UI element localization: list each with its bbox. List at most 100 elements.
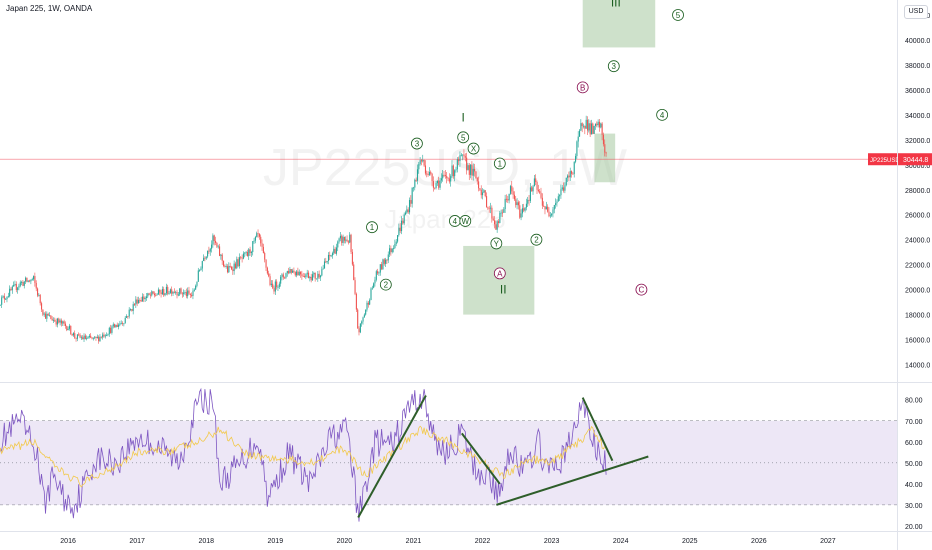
- candle-body: [67, 328, 69, 331]
- candle-body: [18, 285, 20, 288]
- candle-body: [254, 236, 256, 241]
- candle-body: [325, 261, 327, 263]
- candle-body: [209, 248, 211, 252]
- candle-body: [13, 284, 15, 287]
- candle-body: [108, 327, 110, 335]
- candle-body: [103, 334, 105, 337]
- time-axis-tick: 2027: [820, 538, 836, 545]
- candle-body: [601, 123, 603, 135]
- candle-body: [436, 180, 438, 184]
- candle-body: [25, 277, 27, 282]
- candle-body: [313, 272, 315, 275]
- candle-body: [216, 242, 218, 247]
- rsi-trend-line[interactable]: [461, 432, 501, 485]
- candle-body: [91, 337, 93, 339]
- candle-body: [308, 272, 310, 279]
- candle-body: [378, 272, 380, 274]
- rsi-axis-tick: 30.00: [905, 503, 923, 510]
- candle-body: [95, 336, 97, 339]
- candle-body: [106, 335, 108, 336]
- candle-body: [179, 288, 181, 295]
- target-zone-box: [594, 133, 616, 183]
- candle-body: [347, 241, 349, 243]
- candle-body: [55, 321, 57, 325]
- candle-body: [79, 334, 81, 338]
- candle-body: [395, 241, 397, 245]
- candle-body: [168, 292, 170, 294]
- candle-body: [44, 313, 47, 319]
- candle-body: [559, 195, 561, 197]
- rsi-line: [0, 387, 607, 522]
- candle-body: [584, 125, 586, 129]
- candle-body: [246, 252, 249, 256]
- candle-body: [188, 290, 190, 294]
- candle-body: [87, 336, 89, 339]
- wave-label: Y: [494, 239, 500, 248]
- candle-body: [304, 276, 306, 278]
- candle-body: [70, 325, 72, 334]
- candle-body: [602, 134, 605, 145]
- wave-label-circle: [411, 137, 423, 150]
- candle-body: [427, 174, 429, 175]
- candle-body: [440, 178, 442, 181]
- candle-body: [513, 194, 516, 200]
- rsi-trend-line[interactable]: [357, 395, 427, 518]
- candle-body: [0, 304, 1, 306]
- candle-body: [590, 123, 593, 135]
- candle-body: [290, 269, 292, 273]
- rsi-trend-line[interactable]: [496, 455, 649, 506]
- candle-body: [141, 296, 144, 302]
- candle-body: [403, 214, 405, 224]
- candle-body: [592, 123, 594, 134]
- candle-body: [482, 192, 484, 196]
- candle-body: [544, 206, 546, 210]
- candle-body: [276, 281, 278, 288]
- price-axis-tick: 36000.0: [905, 88, 930, 95]
- candle-body: [460, 154, 462, 156]
- rsi-trend-line[interactable]: [581, 397, 614, 462]
- candle-body: [120, 322, 122, 324]
- candle-body: [491, 207, 493, 219]
- candle-body: [466, 157, 468, 171]
- candle-body: [487, 207, 489, 209]
- candle-body: [430, 171, 432, 174]
- candle-body: [223, 260, 225, 266]
- candle-body: [294, 272, 296, 276]
- candle-body: [410, 200, 412, 204]
- candle-body: [160, 292, 162, 295]
- price-axis-tick: 20000.0: [905, 288, 930, 295]
- candle-body: [361, 321, 363, 324]
- wave-label-circle: [490, 237, 503, 250]
- time-axis-tick: 2017: [129, 538, 145, 545]
- candle-body: [56, 318, 59, 325]
- candle-body: [386, 259, 388, 261]
- candle-body: [62, 321, 64, 324]
- candle-body: [107, 334, 109, 336]
- candle-body: [3, 296, 5, 300]
- wave-label-circle: [607, 60, 620, 73]
- candle-body: [523, 208, 525, 211]
- candle-body: [256, 233, 258, 237]
- wave-label: 4: [660, 111, 665, 120]
- candle-body: [76, 334, 78, 339]
- candle-body: [82, 337, 84, 340]
- candle-body: [545, 206, 547, 210]
- candle-body: [39, 295, 41, 304]
- wave-label: A: [497, 269, 503, 278]
- candle-body: [48, 315, 51, 317]
- candle-body: [269, 276, 271, 285]
- candle-body: [565, 177, 567, 186]
- candle-body: [366, 302, 368, 310]
- wave-label: C: [639, 286, 645, 295]
- candle-body: [63, 321, 65, 324]
- candle-body: [2, 296, 4, 298]
- candle-body: [426, 173, 428, 175]
- candle-body: [252, 241, 254, 253]
- candle-body: [253, 240, 255, 242]
- candle-body: [501, 212, 504, 214]
- wave-label: 3: [612, 62, 617, 71]
- candle-body: [183, 292, 185, 295]
- currency-badge[interactable]: USD: [904, 5, 928, 19]
- wave-label-circle: [379, 278, 392, 291]
